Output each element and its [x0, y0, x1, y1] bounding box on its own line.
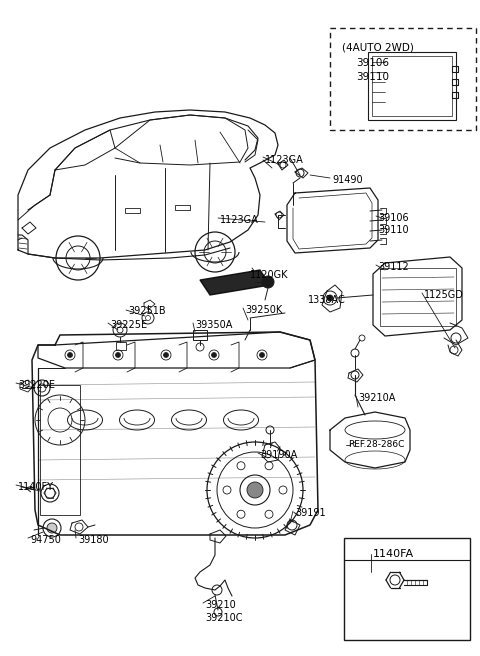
Text: REF.28-286C: REF.28-286C: [348, 440, 404, 449]
Text: 1123GA: 1123GA: [265, 155, 304, 165]
Circle shape: [164, 352, 168, 358]
Bar: [380, 268, 456, 326]
Circle shape: [247, 482, 263, 498]
Bar: [330, 28, 476, 130]
Bar: [116, 342, 126, 350]
Bar: [368, 52, 456, 120]
Text: 39112: 39112: [378, 262, 409, 272]
Text: 39225E: 39225E: [110, 320, 147, 330]
Text: 1125GD: 1125GD: [424, 290, 464, 300]
Circle shape: [68, 352, 72, 358]
Text: 1140FA: 1140FA: [373, 549, 414, 559]
Text: 91490: 91490: [332, 175, 362, 185]
Text: 1140FY: 1140FY: [18, 482, 54, 492]
Bar: [344, 538, 470, 640]
Text: 39190A: 39190A: [260, 450, 297, 460]
Text: 39110: 39110: [356, 72, 389, 82]
Circle shape: [327, 295, 333, 301]
Text: (4AUTO 2WD): (4AUTO 2WD): [342, 42, 414, 52]
Text: 39251B: 39251B: [128, 306, 166, 316]
Bar: [175, 205, 190, 210]
Circle shape: [116, 352, 120, 358]
Bar: [40, 385, 80, 515]
Text: 39110: 39110: [378, 225, 408, 235]
Text: 39220E: 39220E: [18, 380, 55, 390]
Text: 39350A: 39350A: [195, 320, 232, 330]
Text: 39210: 39210: [205, 600, 236, 610]
Text: 1120GK: 1120GK: [250, 270, 288, 280]
Polygon shape: [200, 270, 270, 295]
Text: 39180: 39180: [78, 535, 108, 545]
Circle shape: [262, 276, 274, 288]
Bar: [125, 208, 140, 213]
Bar: [193, 330, 207, 340]
Text: 39106: 39106: [356, 58, 389, 68]
Circle shape: [212, 352, 216, 358]
Text: 1338AC: 1338AC: [308, 295, 346, 305]
Bar: [372, 56, 452, 116]
Text: 94750: 94750: [30, 535, 61, 545]
Text: 39250K: 39250K: [245, 305, 282, 315]
Text: 39106: 39106: [378, 213, 408, 223]
Circle shape: [47, 523, 57, 533]
Circle shape: [260, 352, 264, 358]
Text: 39210C: 39210C: [205, 613, 242, 623]
Text: 1123GA: 1123GA: [220, 215, 259, 225]
Text: 39191: 39191: [295, 508, 325, 518]
Text: 39210A: 39210A: [358, 393, 396, 403]
